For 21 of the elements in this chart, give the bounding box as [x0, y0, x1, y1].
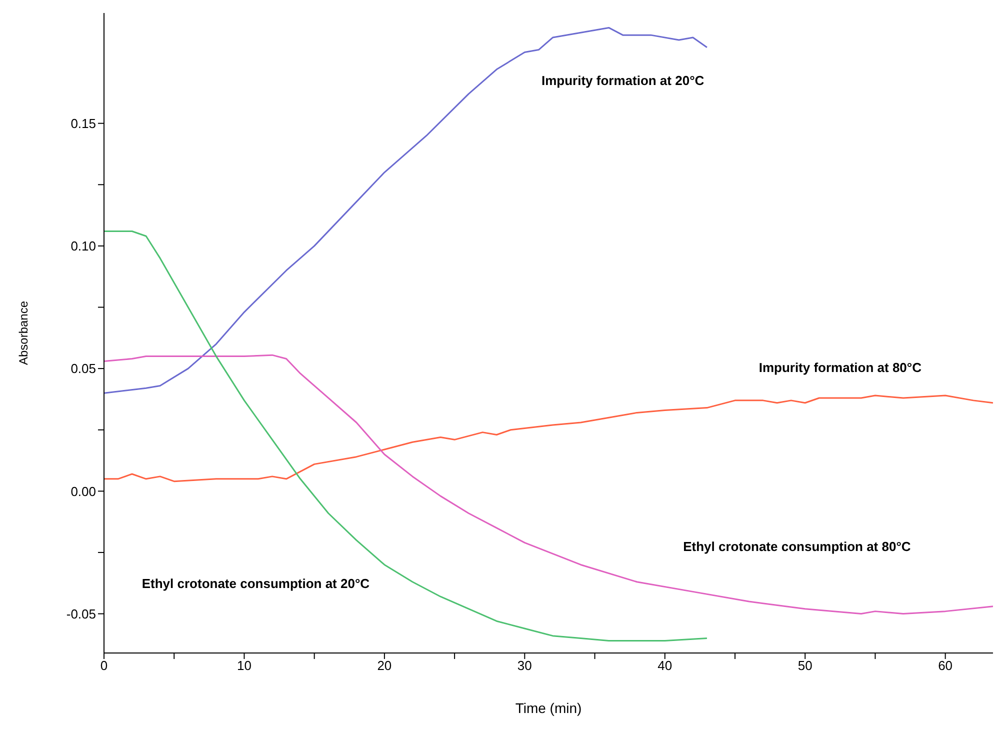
x-tick-label: 30 [517, 658, 532, 674]
line-series [104, 26, 708, 394]
y-tick-label: 0.10 [70, 238, 96, 254]
x-tick-label: 60 [938, 658, 953, 674]
y-tick-label: 0.15 [70, 116, 96, 131]
series-label: Impurity formation at 80°C [758, 360, 922, 375]
line-series [104, 354, 993, 615]
series-label: Ethyl crotonate consumption at 20°C [142, 576, 370, 591]
y-tick-label: 0.05 [70, 361, 96, 376]
x-tick-label: 0 [100, 658, 108, 674]
x-tick-label: 10 [236, 658, 252, 674]
x-tick-label: 40 [658, 658, 672, 674]
x-tick-label: 20 [377, 658, 392, 674]
line-series [104, 394, 993, 482]
y-axis-title: Absorbance [16, 300, 30, 366]
y-tick-label: 0.00 [70, 484, 96, 499]
series-label: Impurity formation at 20°C [541, 73, 705, 88]
y-tick-label: -0.05 [66, 606, 96, 622]
text: Ethyl crotonate consumption at 80°C [683, 538, 912, 554]
x-axis-title: Time (min) [515, 700, 582, 716]
x-tick-label: 50 [798, 658, 812, 674]
